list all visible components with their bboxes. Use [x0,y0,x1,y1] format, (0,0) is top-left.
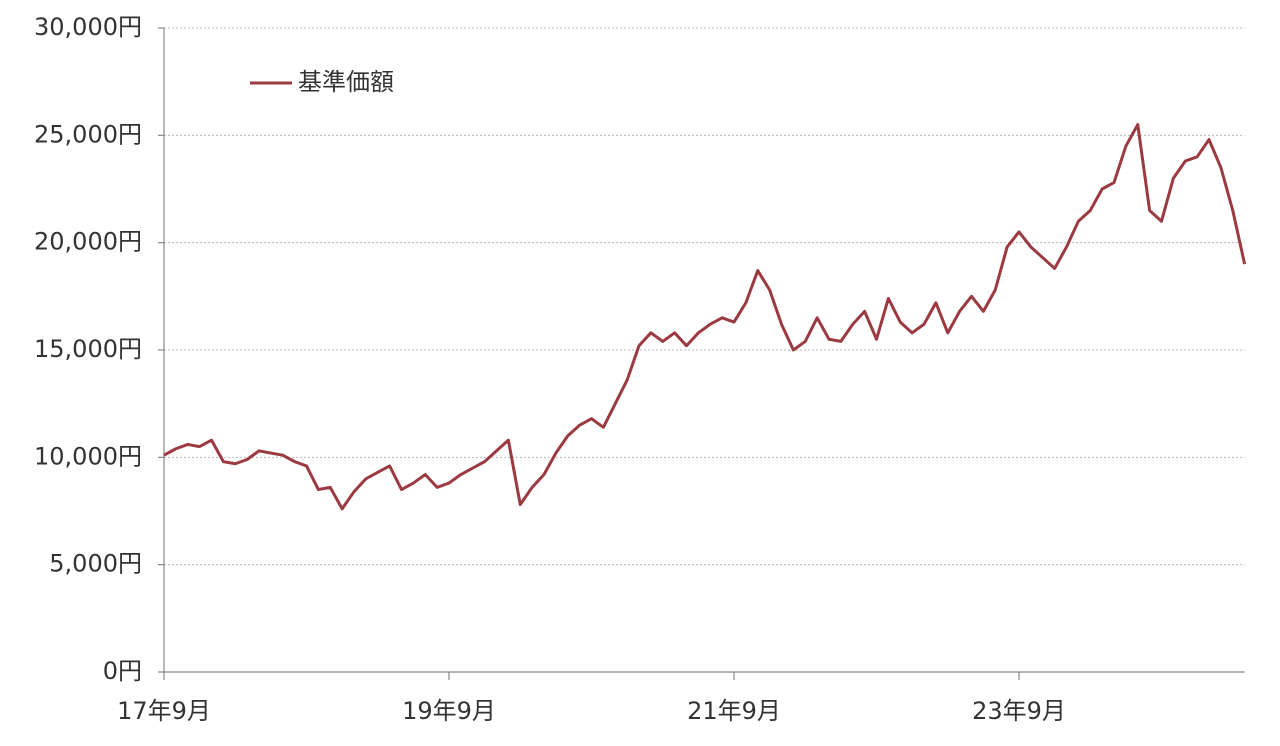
x-tick-label: 17年9月 [117,697,211,725]
y-tick-label: 5,000円 [49,550,142,578]
series-line [163,123,1247,511]
x-tick-label: 19年9月 [402,697,496,725]
x-tick-label: 23年9月 [972,697,1066,725]
x-tick-label: 21年9月 [687,697,781,725]
legend-label: 基準価額 [298,68,394,96]
y-tick-label: 10,000円 [34,442,142,470]
y-tick-label: 15,000円 [34,335,142,363]
y-tick-label: 0円 [103,657,142,685]
y-tick-label: 30,000円 [34,13,142,41]
y-tick-label: 25,000円 [34,120,142,148]
y-tick-label: 20,000円 [34,228,142,256]
